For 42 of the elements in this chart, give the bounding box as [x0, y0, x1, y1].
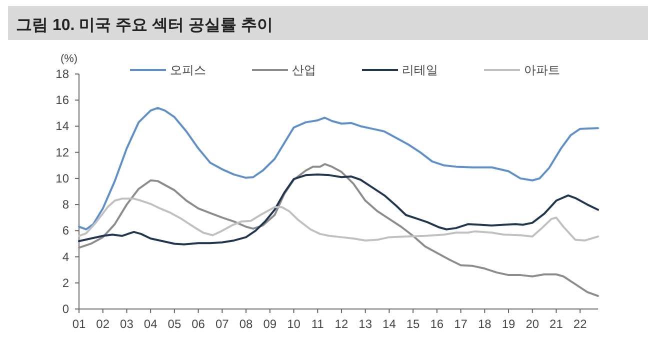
- x-tick-label: 17: [454, 317, 468, 331]
- legend-label: 리테일: [402, 63, 438, 77]
- x-tick-label: 05: [168, 317, 182, 331]
- y-tick-label: 8: [62, 198, 70, 212]
- x-tick-label: 20: [526, 317, 540, 331]
- x-tick-label: 11: [311, 317, 324, 331]
- x-tick-label: 13: [358, 317, 372, 331]
- y-tick-label: 4: [62, 250, 70, 264]
- x-tick-label: 06: [192, 317, 206, 331]
- legend-label: 오피스: [170, 63, 206, 77]
- y-tick-label: 2: [62, 276, 70, 290]
- x-tick-label: 18: [478, 317, 492, 331]
- y-tick-label: 18: [56, 67, 70, 81]
- x-tick-label: 02: [96, 317, 110, 331]
- y-tick-label: 6: [62, 224, 70, 238]
- y-tick-label: 0: [62, 302, 70, 316]
- x-tick-label: 21: [550, 317, 564, 331]
- x-tick-label: 15: [406, 317, 420, 331]
- legend-label: 아파트: [524, 63, 560, 77]
- line-series: [78, 163, 599, 297]
- x-tick-label: 16: [430, 317, 444, 331]
- x-tick-label: 01: [72, 317, 86, 331]
- y-tick-label: 10: [56, 171, 70, 186]
- x-tick-label: 04: [144, 317, 158, 331]
- y-tick-label: 12: [56, 145, 70, 160]
- x-tick-label: 08: [239, 317, 254, 331]
- y-tick-label: 16: [56, 93, 70, 108]
- legend-label: 산업: [292, 63, 316, 77]
- chart-title: 그림 10. 미국 주요 섹터 공실률 추이: [16, 17, 273, 34]
- line-series: [78, 106, 599, 230]
- x-tick-label: 03: [120, 317, 134, 331]
- line-series: [78, 198, 599, 242]
- x-tick-label: 19: [502, 317, 516, 331]
- y-axis-title: (%): [60, 53, 78, 65]
- line-series: [78, 174, 599, 246]
- x-tick-label: 07: [215, 317, 230, 331]
- x-tick-label: 09: [263, 317, 277, 331]
- x-tick-label: 14: [382, 317, 396, 331]
- y-tick-label: 14: [56, 119, 70, 134]
- x-tick-label: 12: [334, 317, 348, 331]
- x-tick-label: 10: [287, 317, 301, 331]
- x-tick-label: 22: [573, 317, 588, 331]
